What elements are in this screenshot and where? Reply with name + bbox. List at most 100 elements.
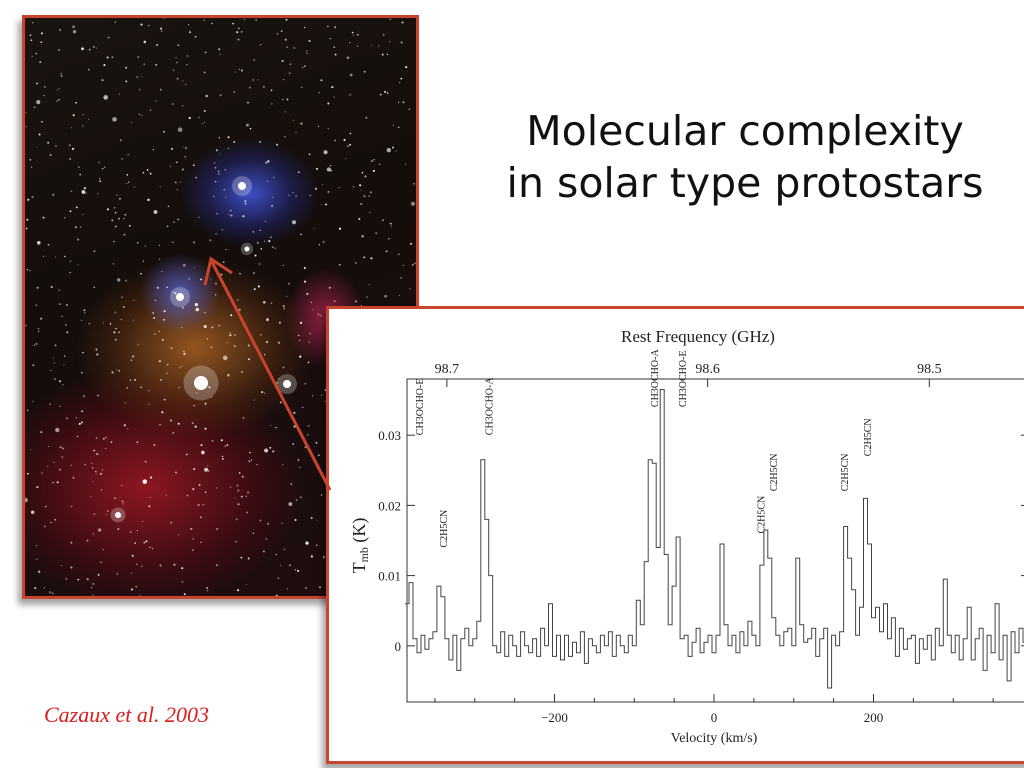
- star: [308, 39, 311, 42]
- star: [188, 24, 190, 26]
- star: [124, 402, 127, 404]
- star: [32, 22, 34, 24]
- star: [48, 446, 50, 448]
- star: [273, 176, 275, 178]
- x-tick-label: 200: [864, 710, 884, 725]
- star: [36, 146, 38, 148]
- star: [90, 587, 93, 589]
- star: [117, 527, 120, 531]
- star: [229, 209, 232, 212]
- star: [121, 484, 123, 486]
- star: [295, 195, 297, 197]
- star: [116, 369, 118, 371]
- star: [314, 187, 318, 190]
- star: [131, 121, 133, 123]
- star: [205, 94, 208, 98]
- star: [285, 18, 288, 21]
- star: [197, 503, 200, 507]
- star: [386, 53, 389, 56]
- star: [263, 86, 265, 88]
- star: [354, 300, 357, 303]
- star: [276, 33, 279, 35]
- star: [142, 479, 148, 484]
- star: [297, 569, 300, 572]
- star: [41, 121, 43, 123]
- star: [275, 594, 278, 596]
- star: [52, 357, 54, 359]
- star: [370, 257, 373, 260]
- star: [103, 64, 106, 67]
- star: [155, 63, 158, 66]
- star: [47, 244, 50, 246]
- star: [36, 100, 41, 105]
- star: [364, 175, 367, 178]
- star: [210, 346, 213, 349]
- star: [56, 100, 58, 102]
- star: [40, 431, 43, 434]
- star: [33, 344, 36, 346]
- star: [230, 486, 232, 488]
- star: [32, 400, 34, 402]
- star: [279, 401, 282, 404]
- star: [349, 132, 352, 135]
- star: [271, 204, 274, 208]
- star: [389, 41, 391, 43]
- star: [238, 27, 240, 30]
- star: [71, 505, 73, 508]
- star: [64, 255, 66, 258]
- star: [310, 301, 313, 304]
- bright-star: [176, 293, 184, 301]
- star: [183, 593, 186, 596]
- star: [190, 527, 193, 531]
- star: [200, 541, 202, 543]
- x-tick-label: −200: [541, 710, 568, 725]
- star: [259, 141, 261, 143]
- line-id-label: CH3OCHO-A: [484, 377, 495, 436]
- star: [242, 215, 245, 218]
- star: [352, 186, 354, 188]
- star: [110, 441, 113, 444]
- star: [148, 389, 150, 392]
- star: [172, 103, 174, 105]
- star: [216, 213, 218, 215]
- star: [264, 448, 269, 453]
- star: [214, 167, 217, 169]
- star: [96, 353, 99, 356]
- star: [310, 555, 313, 558]
- star: [265, 341, 269, 344]
- star: [58, 303, 61, 305]
- star: [360, 202, 363, 206]
- star: [87, 68, 90, 71]
- star: [280, 30, 283, 32]
- star: [52, 481, 54, 484]
- star: [200, 444, 203, 447]
- star: [141, 114, 143, 117]
- star: [117, 278, 121, 282]
- star: [36, 240, 41, 245]
- star: [149, 109, 152, 111]
- star: [214, 162, 216, 164]
- star: [283, 79, 285, 81]
- star: [155, 100, 157, 102]
- star: [86, 539, 89, 542]
- star: [159, 564, 162, 567]
- star: [308, 341, 311, 344]
- star: [111, 56, 114, 58]
- star: [306, 52, 308, 55]
- star: [295, 499, 298, 501]
- star: [222, 355, 228, 361]
- x-axis-label: Velocity (km/s): [671, 731, 758, 746]
- star: [280, 565, 282, 567]
- star: [177, 44, 180, 47]
- star: [218, 136, 221, 139]
- star: [148, 505, 151, 508]
- star: [43, 255, 45, 257]
- line-id-label: C2H5CN: [756, 496, 767, 534]
- star: [77, 166, 80, 169]
- star: [360, 189, 362, 191]
- star: [247, 101, 249, 104]
- star: [221, 228, 224, 231]
- star: [176, 189, 178, 191]
- star: [398, 253, 400, 256]
- star: [293, 46, 296, 49]
